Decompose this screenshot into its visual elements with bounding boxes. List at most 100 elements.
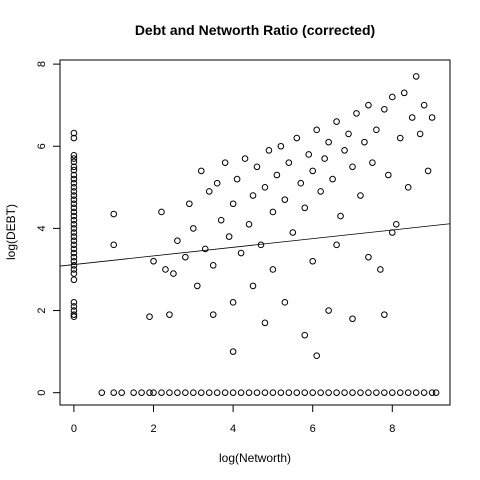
data-point — [182, 389, 189, 396]
data-point — [70, 155, 78, 162]
data-point — [245, 389, 253, 396]
x-tick-label: 6 — [310, 423, 316, 435]
data-point — [432, 389, 440, 396]
data-point — [357, 389, 364, 396]
data-point — [70, 266, 78, 273]
data-point — [317, 188, 324, 195]
data-point — [309, 257, 317, 265]
data-point — [70, 175, 78, 183]
data-point — [333, 118, 340, 125]
data-point — [221, 159, 229, 166]
data-point — [70, 208, 78, 216]
data-point — [349, 389, 356, 396]
data-point — [253, 163, 261, 171]
y-tick-label: 8 — [36, 61, 48, 67]
data-point — [388, 93, 396, 101]
data-point — [309, 167, 317, 175]
data-point — [166, 311, 173, 318]
data-point — [289, 229, 297, 236]
data-point — [70, 249, 78, 257]
data-point — [396, 134, 404, 142]
data-point — [412, 73, 420, 80]
y-tick-label: 6 — [36, 143, 48, 149]
data-point — [70, 313, 78, 320]
data-point — [182, 253, 189, 261]
data-point — [365, 253, 372, 261]
data-point — [166, 389, 173, 396]
data-point — [70, 241, 78, 249]
data-point — [381, 105, 388, 113]
data-point — [70, 212, 78, 220]
data-point — [377, 266, 384, 273]
data-point — [388, 389, 396, 396]
data-point — [261, 319, 269, 327]
data-point — [277, 142, 285, 150]
data-point — [237, 249, 245, 257]
data-point — [309, 389, 317, 396]
data-point — [365, 101, 372, 109]
data-point — [70, 184, 78, 191]
data-point — [229, 200, 237, 208]
data-point — [229, 348, 237, 355]
data-point — [70, 225, 78, 232]
data-point — [313, 126, 320, 134]
data-point — [110, 241, 118, 249]
data-point — [193, 282, 201, 290]
data-point — [118, 389, 125, 396]
data-point — [162, 266, 169, 273]
data-point — [297, 179, 305, 187]
data-point — [197, 389, 205, 396]
data-point — [353, 110, 360, 117]
data-point — [70, 299, 78, 306]
data-point — [341, 389, 348, 396]
data-point — [205, 188, 213, 195]
data-point — [70, 151, 78, 159]
data-point — [70, 233, 78, 240]
data-point — [70, 158, 78, 166]
data-point — [261, 389, 269, 396]
data-point — [341, 147, 348, 154]
data-point — [269, 389, 277, 396]
data-point — [301, 331, 309, 339]
data-point — [337, 212, 344, 220]
data-point — [420, 389, 428, 396]
data-point — [130, 389, 137, 396]
data-point — [241, 155, 249, 162]
data-point — [174, 389, 181, 396]
data-point — [70, 129, 78, 137]
data-point — [70, 311, 78, 318]
data-point — [70, 237, 78, 245]
data-point — [245, 220, 253, 228]
data-point — [408, 114, 416, 121]
data-point — [70, 257, 78, 265]
data-points — [70, 73, 440, 396]
data-point — [416, 130, 424, 138]
data-point — [70, 166, 78, 174]
data-point — [325, 389, 332, 396]
chart-title: Debt and Networth Ratio (corrected) — [135, 22, 375, 38]
data-point — [70, 196, 78, 203]
data-point — [420, 101, 428, 109]
data-point — [70, 188, 78, 195]
y-tick-label: 4 — [36, 225, 48, 231]
data-point — [269, 266, 277, 273]
data-point — [70, 229, 78, 236]
data-point — [70, 204, 78, 212]
plot-frame — [59, 59, 451, 406]
data-point — [213, 389, 221, 396]
data-point — [301, 389, 309, 396]
data-point — [285, 389, 293, 396]
data-point — [190, 389, 197, 396]
data-point — [150, 389, 157, 396]
data-point — [404, 184, 412, 191]
data-point — [249, 192, 257, 199]
data-point — [70, 270, 78, 277]
y-axis-label: log(DEBT) — [4, 204, 18, 260]
data-point — [249, 282, 257, 290]
data-point — [349, 315, 356, 323]
data-point — [333, 241, 340, 249]
data-point — [273, 171, 281, 179]
data-point — [98, 389, 106, 396]
data-point — [301, 204, 309, 212]
x-tick-label: 0 — [71, 423, 77, 435]
